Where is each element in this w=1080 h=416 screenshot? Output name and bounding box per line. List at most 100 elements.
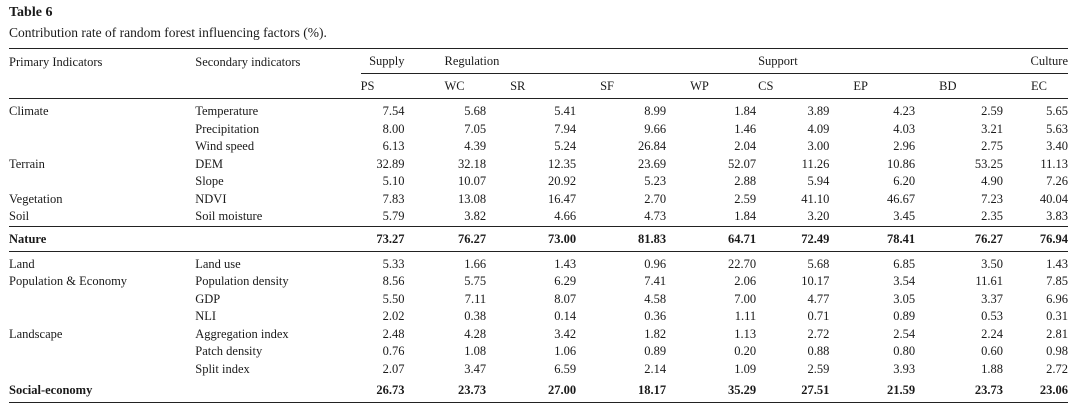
table-row: NLI 2.02 0.38 0.14 0.36 1.11 0.71 0.89 0.53 0.31 [9,308,1068,326]
value-cell-ps: 7.83 [382,191,405,206]
header-group-regulation: Regulation [404,48,757,74]
total-value-sr: 27.00 [486,378,577,403]
value-cell-bd: 0.60 [981,344,1004,358]
primary-indicator-cell: Vegetation [9,191,63,206]
value-cell-sr: 1.06 [554,344,577,358]
value-cell-wc: 32.18 [457,156,487,171]
secondary-indicator-cell: Temperature [195,104,259,118]
value-cell-sr: 1.43 [554,256,577,271]
value-cell-bd: 3.50 [981,256,1004,271]
value-cell-ep: 10.86 [887,156,916,171]
column-header-bd: BD [939,78,957,93]
total-value-wc: 23.73 [404,378,487,403]
value-cell-wc: 7.11 [464,291,487,306]
value-cell-sf: 4.73 [644,209,667,223]
value-cell-wp: 2.59 [734,191,757,206]
value-cell-ep: 6.85 [893,256,916,271]
table-row: Land Land use 5.33 1.66 1.43 0.96 22.70 5.68 6.8… [9,251,1068,273]
value-cell-sf: 7.41 [644,274,667,288]
value-cell-sr: 12.35 [547,156,577,171]
social-total-row: Social-economy 26.73 23.73 27.00 18.17 35.29 2… [9,378,1068,403]
value-cell-ep: 2.96 [893,139,916,153]
secondary-indicator-cell: Precipitation [195,121,260,136]
nature-section: Climate Temperature 7.54 5.68 5.41 8.99 1.84 3.… [9,99,1068,227]
total-value-ps: 26.73 [360,378,405,403]
column-header-wc: WC [444,78,465,93]
value-cell-ep: 4.23 [893,104,916,118]
value-cell-bd: 0.53 [981,309,1004,323]
value-cell-wp: 22.70 [727,256,757,271]
value-cell-ep: 3.45 [893,209,916,223]
value-cell-wc: 4.39 [464,139,487,153]
value-cell-bd: 2.75 [981,139,1004,153]
value-cell-sf: 26.84 [637,139,667,153]
column-header-wp: WP [690,78,709,93]
value-cell-sr: 6.29 [554,274,577,288]
value-cell-sf: 0.89 [644,344,667,358]
value-cell-wp: 1.84 [734,209,757,223]
value-cell-ec: 2.72 [1046,361,1068,376]
value-cell-cs: 4.09 [807,121,830,136]
value-cell-bd: 11.61 [975,274,1004,288]
total-value-ec: 23.06 [1003,378,1068,403]
total-value-cs: 72.49 [756,225,830,252]
value-cell-wc: 5.75 [464,274,487,288]
value-cell-sr: 8.07 [554,291,577,306]
secondary-indicator-cell: Population density [195,274,289,288]
column-header-sf: SF [600,78,614,93]
total-value-wp: 35.29 [666,378,757,403]
value-cell-ps: 0.76 [382,344,405,358]
value-cell-wp: 0.20 [734,344,757,358]
value-cell-wc: 10.07 [457,174,487,188]
column-header-ec: EC [1031,78,1048,93]
total-label: Social-economy [9,378,361,403]
header-group-support: Support [756,48,1004,74]
value-cell-wc: 3.82 [464,209,487,223]
value-cell-bd: 1.88 [981,361,1004,376]
value-cell-ps: 32.89 [376,156,405,171]
header-secondary: Secondary indicators [195,55,301,69]
header-group-supply: Supply [360,48,405,74]
value-cell-sf: 2.70 [644,191,667,206]
value-cell-ps: 7.54 [382,104,405,118]
value-cell-wc: 1.66 [464,256,487,271]
table-row: Patch density 0.76 1.08 1.06 0.89 0.20 0.88 0.8… [9,343,1068,361]
value-cell-ps: 8.56 [382,274,405,288]
table-row: Soil Soil moisture 5.79 3.82 4.66 4.73 1.84 3.2… [9,208,1068,226]
total-value-bd: 23.73 [915,378,1004,403]
primary-indicator-cell: Climate [9,104,49,118]
total-value-sf: 18.17 [576,378,667,403]
value-cell-ep: 3.05 [893,291,916,306]
social-section: Land Land use 5.33 1.66 1.43 0.96 22.70 5.68 6.8… [9,251,1068,378]
value-cell-sf: 4.58 [644,291,667,306]
value-cell-sf: 2.14 [644,361,667,376]
column-header-ps: PS [360,78,375,93]
primary-indicator-cell [9,361,195,379]
value-cell-cs: 0.88 [807,344,830,358]
value-cell-cs: 2.59 [807,361,830,376]
value-cell-bd: 4.90 [981,174,1004,188]
value-cell-ec: 40.04 [1039,191,1068,206]
value-cell-cs: 10.17 [801,274,830,288]
value-cell-sr: 5.24 [554,139,577,153]
value-cell-ps: 2.02 [382,309,405,323]
value-cell-ec: 7.85 [1046,274,1068,288]
primary-indicator-cell: Terrain [9,156,45,171]
secondary-indicator-cell: Wind speed [195,139,255,153]
column-header-cs: CS [758,78,774,93]
value-cell-ps: 2.07 [382,361,405,376]
table-row: GDP 5.50 7.11 8.07 4.58 7.00 4.77 3.05 3.37 6.96 [9,291,1068,309]
value-cell-ec: 3.83 [1046,209,1068,223]
table-title: Table 6 [9,5,53,20]
value-cell-bd: 3.37 [981,291,1004,306]
total-value-ps: 73.27 [360,225,405,252]
value-cell-wp: 1.09 [734,361,757,376]
value-cell-ps: 5.50 [382,291,405,306]
total-label: Nature [9,225,361,252]
value-cell-ep: 3.54 [893,274,916,288]
value-cell-ec: 6.96 [1046,291,1068,306]
total-value-sf: 81.83 [576,225,667,252]
header-group-culture: Culture [1003,48,1068,74]
primary-indicator-cell [9,308,195,326]
